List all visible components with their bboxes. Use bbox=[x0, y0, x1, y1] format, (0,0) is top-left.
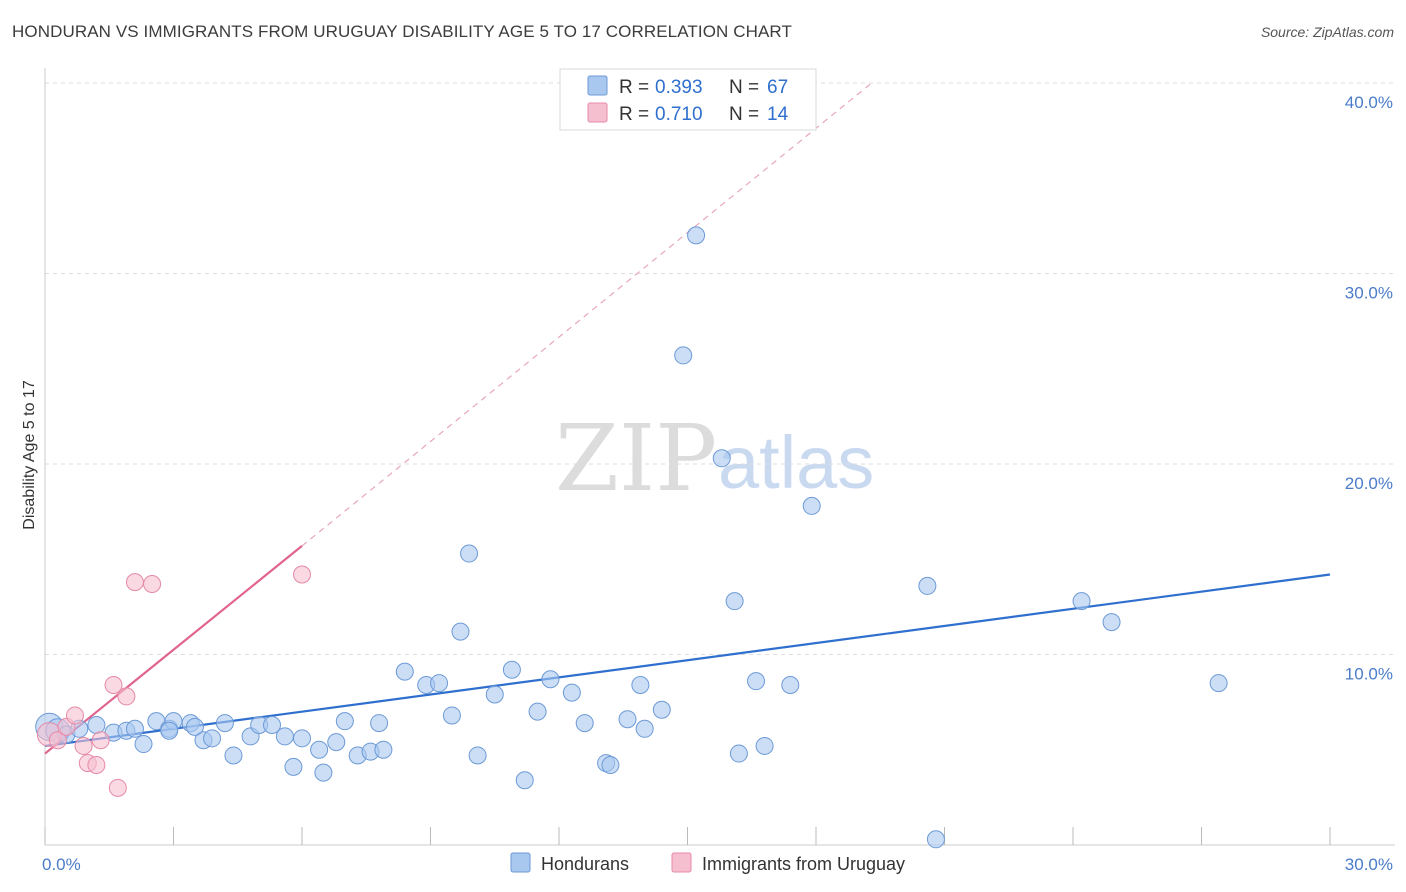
data-point-uruguay-11 bbox=[125, 573, 144, 592]
data-point-uruguay-6 bbox=[87, 755, 106, 774]
x-tick-label-start: 0.0% bbox=[42, 855, 81, 874]
data-point-uruguay-12 bbox=[143, 575, 162, 594]
y-tick-label-20: 20.0% bbox=[1345, 474, 1393, 493]
data-point-hondurans-44 bbox=[575, 714, 594, 733]
legend-n-label-2: N = bbox=[729, 104, 759, 125]
y-tick-labels: 10.0% 20.0% 30.0% 40.0% bbox=[1345, 93, 1393, 684]
legend-n-label-1: N = bbox=[729, 77, 759, 98]
data-point-hondurans-23 bbox=[310, 740, 329, 759]
legend-r-value-2: 0.710 bbox=[655, 104, 703, 125]
data-point-hondurans-37 bbox=[468, 746, 487, 765]
data-point-hondurans-41 bbox=[528, 702, 547, 721]
data-point-hondurans-47 bbox=[618, 710, 637, 729]
source-credit: Source: ZipAtlas.com bbox=[1260, 24, 1394, 40]
data-point-hondurans-19 bbox=[263, 715, 282, 734]
trend-line-uruguay-extension bbox=[301, 82, 873, 547]
legend-r-value-1: 0.393 bbox=[655, 77, 703, 98]
data-point-hondurans-8 bbox=[134, 735, 153, 754]
data-point-hondurans-34 bbox=[442, 706, 461, 725]
watermark-atlas: atlas bbox=[718, 421, 874, 504]
data-point-hondurans-22 bbox=[293, 729, 311, 748]
data-point-hondurans-60 bbox=[918, 576, 937, 595]
data-point-hondurans-53 bbox=[712, 449, 731, 468]
data-point-hondurans-65 bbox=[160, 721, 179, 740]
data-point-hondurans-30 bbox=[374, 740, 393, 759]
data-point-uruguay-4 bbox=[74, 736, 93, 755]
data-points bbox=[35, 226, 1228, 849]
data-point-hondurans-59 bbox=[802, 496, 821, 515]
data-point-hondurans-25 bbox=[327, 733, 346, 752]
data-point-uruguay-10 bbox=[117, 687, 136, 706]
data-point-hondurans-58 bbox=[781, 675, 800, 694]
data-point-hondurans-49 bbox=[635, 719, 654, 738]
legend-n-value-2: 14 bbox=[767, 104, 789, 125]
legend-swatch-uruguay bbox=[587, 102, 608, 123]
data-point-hondurans-15 bbox=[215, 714, 234, 733]
data-point-hondurans-55 bbox=[729, 744, 748, 763]
y-tick-label-40: 40.0% bbox=[1345, 93, 1393, 112]
data-point-hondurans-51 bbox=[674, 346, 693, 365]
watermark: ZIP atlas bbox=[555, 405, 874, 512]
series-legend: Hondurans Immigrants from Uruguay bbox=[510, 852, 905, 874]
data-point-hondurans-46 bbox=[601, 755, 620, 774]
legend-n-value-1: 67 bbox=[767, 77, 788, 98]
data-point-hondurans-29 bbox=[370, 714, 389, 733]
data-point-hondurans-43 bbox=[562, 683, 581, 702]
chart-title: HONDURAN VS IMMIGRANTS FROM URUGUAY DISA… bbox=[12, 22, 792, 41]
data-point-hondurans-56 bbox=[747, 672, 766, 691]
x-tick-label-end: 30.0% bbox=[1345, 855, 1393, 874]
data-point-hondurans-24 bbox=[314, 763, 333, 782]
series-legend-label-uruguay: Immigrants from Uruguay bbox=[702, 854, 905, 874]
data-point-hondurans-21 bbox=[284, 757, 303, 776]
data-point-hondurans-35 bbox=[451, 622, 470, 641]
data-point-hondurans-36 bbox=[460, 544, 479, 563]
gridlines bbox=[45, 82, 1395, 655]
y-tick-label-30: 30.0% bbox=[1345, 284, 1393, 303]
data-point-hondurans-16 bbox=[224, 746, 243, 765]
data-point-hondurans-48 bbox=[631, 675, 650, 694]
legend-r-label-2: R = bbox=[619, 104, 649, 125]
series-legend-label-hondurans: Hondurans bbox=[541, 854, 629, 874]
series-legend-swatch-uruguay bbox=[671, 852, 692, 873]
y-axis-title: Disability Age 5 to 17 bbox=[21, 380, 38, 530]
data-point-hondurans-14 bbox=[203, 729, 222, 748]
data-point-hondurans-20 bbox=[275, 727, 294, 746]
x-tick-labels: 0.0% 30.0% bbox=[42, 855, 1393, 874]
data-point-hondurans-52 bbox=[687, 226, 706, 245]
data-point-hondurans-61 bbox=[926, 830, 945, 849]
data-point-hondurans-26 bbox=[335, 712, 354, 731]
data-point-hondurans-50 bbox=[652, 700, 671, 719]
data-point-hondurans-62 bbox=[1072, 592, 1091, 611]
data-point-uruguay-3 bbox=[65, 706, 84, 725]
data-point-hondurans-57 bbox=[755, 736, 774, 755]
data-point-uruguay-1 bbox=[48, 731, 67, 750]
legend-swatch-hondurans bbox=[587, 75, 608, 96]
data-point-hondurans-64 bbox=[1209, 674, 1228, 693]
data-point-hondurans-39 bbox=[502, 660, 521, 679]
data-point-hondurans-31 bbox=[395, 662, 414, 681]
y-tick-label-10: 10.0% bbox=[1345, 665, 1393, 684]
data-point-hondurans-7 bbox=[125, 719, 144, 738]
watermark-zip: ZIP bbox=[555, 405, 717, 512]
data-point-uruguay-13 bbox=[293, 565, 311, 584]
data-point-hondurans-38 bbox=[485, 685, 504, 704]
data-point-hondurans-54 bbox=[725, 592, 744, 611]
data-point-hondurans-4 bbox=[87, 715, 106, 734]
trend-line-uruguay bbox=[44, 545, 303, 755]
legend-r-label-1: R = bbox=[619, 77, 649, 98]
stats-legend: R = 0.393 N = 67 R = 0.710 N = 14 bbox=[559, 68, 817, 131]
data-point-hondurans-40 bbox=[515, 771, 534, 790]
data-point-hondurans-33 bbox=[430, 674, 449, 693]
data-point-hondurans-66 bbox=[185, 717, 204, 736]
data-point-uruguay-7 bbox=[91, 731, 110, 750]
data-point-uruguay-8 bbox=[104, 675, 123, 694]
data-point-hondurans-63 bbox=[1102, 613, 1121, 632]
data-point-hondurans-42 bbox=[541, 670, 560, 689]
data-point-uruguay-9 bbox=[108, 778, 127, 797]
trend-line-hondurans bbox=[44, 573, 1331, 748]
series-legend-swatch-hondurans bbox=[510, 852, 531, 873]
